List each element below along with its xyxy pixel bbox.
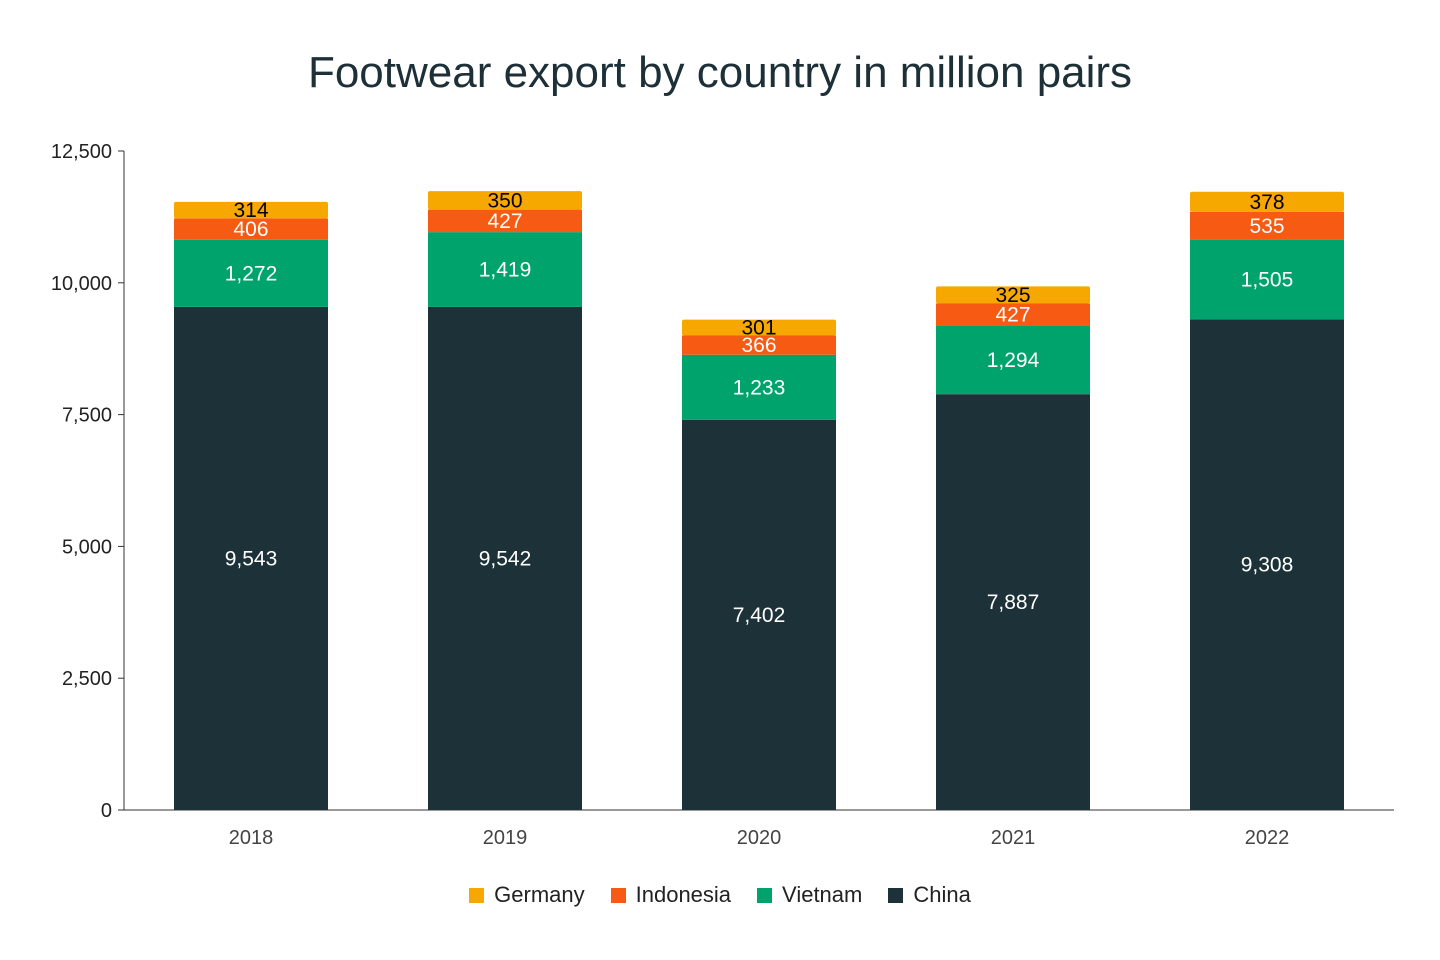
data-label-china-2022: 9,308 — [1241, 554, 1294, 577]
bar-china-2021 — [936, 394, 1090, 810]
legend-item-germany: Germany — [469, 882, 585, 908]
legend-swatch-indonesia — [610, 887, 626, 903]
legend-item-china: China — [888, 882, 971, 908]
bar-germany-2019 — [428, 191, 582, 210]
data-label-germany-2018: 314 — [233, 199, 268, 222]
legend-label-china: China — [913, 882, 971, 907]
y-tick-label: 12,500 — [51, 141, 112, 163]
legend-item-vietnam: Vietnam — [757, 882, 862, 908]
legend: Germany Indonesia Vietnam China — [0, 882, 1440, 908]
legend-label-vietnam: Vietnam — [782, 882, 863, 907]
x-tick-label: 2018 — [229, 827, 274, 849]
bar-germany-2022 — [1190, 191, 1344, 212]
data-label-china-2019: 9,542 — [479, 547, 532, 570]
y-tick-label: 7,500 — [62, 405, 112, 427]
data-label-china-2018: 9,543 — [225, 547, 278, 570]
x-tick-label: 2020 — [737, 827, 782, 849]
bar-indonesia-2019 — [428, 209, 582, 233]
chart-title: Footwear export by country in million pa… — [307, 48, 1133, 97]
y-tick-label: 0 — [101, 800, 112, 822]
legend-swatch-china — [888, 887, 904, 903]
data-label-germany-2020: 301 — [741, 317, 776, 340]
data-label-china-2021: 7,887 — [987, 591, 1040, 614]
data-label-indonesia-2018: 406 — [233, 218, 268, 241]
bar-china-2018 — [174, 306, 328, 810]
data-label-vietnam-2022: 1,505 — [1241, 269, 1294, 292]
legend-item-indonesia: Indonesia — [610, 882, 732, 908]
data-label-germany-2022: 378 — [1249, 191, 1284, 214]
bar-vietnam-2019 — [428, 232, 582, 307]
data-label-vietnam-2019: 1,419 — [479, 259, 532, 282]
bar-china-2019 — [428, 306, 582, 810]
bar-vietnam-2020 — [682, 354, 836, 420]
bar-indonesia-2020 — [682, 335, 836, 355]
y-tick-label: 5,000 — [62, 536, 112, 558]
x-tick-label: 2022 — [1245, 827, 1290, 849]
bar-china-2020 — [682, 419, 836, 810]
bar-germany-2020 — [682, 319, 836, 336]
bar-indonesia-2018 — [174, 218, 328, 240]
bar-indonesia-2021 — [936, 303, 1090, 326]
data-label-indonesia-2020: 366 — [741, 334, 776, 357]
data-label-indonesia-2019: 427 — [487, 210, 522, 233]
bar-china-2022 — [1190, 319, 1344, 810]
bar-vietnam-2021 — [936, 325, 1090, 395]
bar-indonesia-2022 — [1190, 211, 1344, 240]
y-tick-label: 2,500 — [62, 668, 112, 690]
data-label-indonesia-2022: 535 — [1249, 215, 1284, 238]
bar-vietnam-2018 — [174, 239, 328, 307]
data-label-vietnam-2020: 1,233 — [733, 376, 786, 399]
data-label-germany-2019: 350 — [487, 189, 522, 212]
data-label-indonesia-2021: 427 — [995, 304, 1030, 327]
legend-label-germany: Germany — [494, 882, 585, 907]
bar-vietnam-2022 — [1190, 239, 1344, 320]
y-tick-label: 10,000 — [51, 273, 112, 295]
data-label-germany-2021: 325 — [995, 284, 1030, 307]
x-tick-label: 2021 — [991, 827, 1036, 849]
bar-germany-2018 — [174, 201, 328, 219]
legend-label-indonesia: Indonesia — [635, 882, 732, 907]
legend-swatch-vietnam — [757, 887, 773, 903]
x-tick-label: 2019 — [483, 827, 528, 849]
data-label-china-2020: 7,402 — [733, 604, 786, 627]
data-label-vietnam-2021: 1,294 — [987, 349, 1040, 372]
data-label-vietnam-2018: 1,272 — [225, 262, 278, 285]
bar-germany-2021 — [936, 286, 1090, 304]
legend-swatch-germany — [469, 887, 485, 903]
